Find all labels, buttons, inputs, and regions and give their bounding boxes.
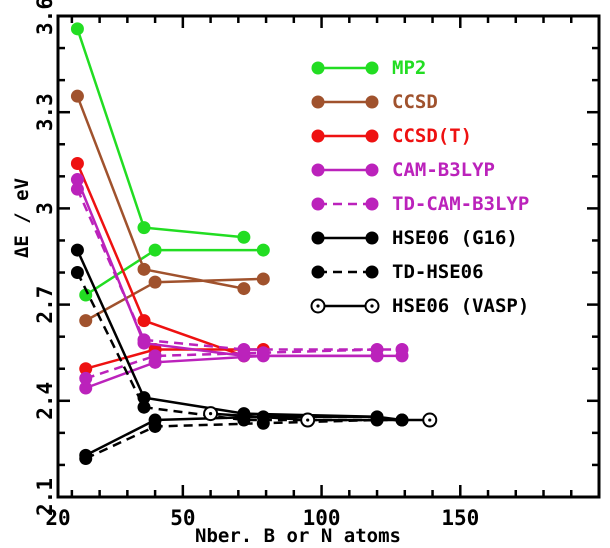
data-point bbox=[79, 452, 93, 466]
series-td-cam-b3lyp bbox=[70, 182, 409, 385]
legend-item: CAM-B3LYP bbox=[311, 159, 495, 181]
data-point bbox=[70, 243, 84, 257]
legend-item: HSE06 (VASP) bbox=[310, 295, 529, 317]
legend-marker bbox=[311, 231, 325, 245]
series-line bbox=[85, 277, 264, 322]
x-tick-label: 100 bbox=[303, 506, 341, 530]
legend-label: CAM-B3LYP bbox=[392, 159, 495, 181]
data-point-center bbox=[428, 418, 432, 422]
tick-labels: 20 50 100 150 2.1 2.4 2.7 3 3.3 3.6 bbox=[33, 0, 479, 530]
y-tick-label: 3.3 bbox=[33, 93, 57, 131]
legend-item: TD-HSE06 bbox=[311, 261, 484, 283]
y-tick-label: 2.1 bbox=[33, 478, 57, 516]
data-point-center bbox=[208, 412, 213, 416]
legend-marker bbox=[311, 61, 325, 75]
axis-ticks bbox=[58, 16, 599, 497]
legend-marker bbox=[365, 95, 379, 109]
data-point bbox=[79, 362, 93, 376]
series-layer bbox=[70, 22, 438, 466]
y-tick-label: 2.4 bbox=[33, 382, 57, 420]
legend-item: HSE06 (G16) bbox=[311, 227, 518, 249]
legend-label: CCSD(T) bbox=[392, 125, 472, 147]
data-point bbox=[237, 282, 251, 296]
legend-label: MP2 bbox=[392, 57, 426, 79]
data-point bbox=[148, 243, 162, 257]
x-tick-label: 150 bbox=[441, 506, 479, 530]
series-ccsd bbox=[70, 89, 270, 328]
x-axis-title: Nber. B or N atoms bbox=[195, 525, 401, 547]
legend-marker bbox=[365, 61, 379, 75]
series-line bbox=[76, 95, 245, 290]
y-tick-label: 3 bbox=[33, 202, 57, 215]
legend-marker bbox=[365, 129, 379, 143]
data-point bbox=[137, 400, 151, 414]
legend-marker bbox=[365, 265, 379, 279]
legend-item: CCSD(T) bbox=[311, 125, 472, 147]
data-point bbox=[256, 272, 270, 286]
data-point bbox=[79, 371, 93, 385]
data-point bbox=[79, 381, 93, 395]
data-point-center bbox=[306, 418, 310, 422]
data-point bbox=[70, 89, 84, 103]
series-ccsd-t- bbox=[70, 157, 270, 376]
legend-marker bbox=[311, 265, 325, 279]
legend-marker bbox=[311, 129, 325, 143]
legend-label: HSE06 (VASP) bbox=[392, 295, 529, 317]
y-tick-label: 3.6 bbox=[33, 0, 57, 35]
data-point bbox=[148, 419, 162, 433]
data-point bbox=[148, 349, 162, 363]
legend-marker-center bbox=[316, 304, 320, 308]
data-point bbox=[256, 416, 270, 430]
legend-marker bbox=[311, 95, 325, 109]
data-point bbox=[70, 266, 84, 280]
data-point bbox=[237, 342, 251, 356]
data-point bbox=[137, 262, 151, 276]
legend-marker bbox=[365, 231, 379, 245]
data-point bbox=[237, 230, 251, 244]
legend-marker-center bbox=[370, 304, 374, 308]
series-line bbox=[76, 163, 245, 358]
data-point bbox=[148, 275, 162, 289]
legend-marker bbox=[365, 163, 379, 177]
data-point bbox=[137, 333, 151, 347]
legend-item: TD-CAM-B3LYP bbox=[311, 193, 529, 215]
data-point bbox=[79, 288, 93, 302]
data-point bbox=[70, 173, 84, 187]
data-point bbox=[256, 243, 270, 257]
x-tick-label: 20 bbox=[45, 506, 70, 530]
data-point bbox=[137, 221, 151, 235]
data-point bbox=[395, 342, 409, 356]
y-axis-title: ΔE / eV bbox=[11, 178, 33, 258]
series-line bbox=[76, 188, 378, 351]
legend-item: MP2 bbox=[311, 57, 426, 79]
legend-label: HSE06 (G16) bbox=[392, 227, 518, 249]
legend-label: TD-CAM-B3LYP bbox=[392, 193, 529, 215]
data-point bbox=[137, 314, 151, 328]
series-line bbox=[76, 271, 378, 422]
series-line bbox=[76, 249, 378, 419]
data-point bbox=[70, 182, 84, 196]
data-point bbox=[370, 342, 384, 356]
legend-marker bbox=[311, 197, 325, 211]
data-point bbox=[256, 346, 270, 360]
plot-frame bbox=[56, 14, 601, 499]
data-point bbox=[79, 314, 93, 328]
legend-marker bbox=[365, 197, 379, 211]
series-mp2 bbox=[70, 22, 270, 302]
data-point bbox=[70, 157, 84, 171]
legend-label: TD-HSE06 bbox=[392, 261, 484, 283]
legend: MP2 CCSD CCSD(T) CAM-B3LYP TD-CAM-B3LYP HSE06… bbox=[310, 57, 529, 317]
x-tick-label: 50 bbox=[170, 506, 195, 530]
series-hse06-vasp- bbox=[203, 406, 438, 428]
legend-item: CCSD bbox=[311, 91, 438, 113]
series-line bbox=[76, 28, 245, 239]
y-tick-label: 2.7 bbox=[33, 286, 57, 324]
data-point bbox=[70, 22, 84, 36]
legend-marker bbox=[311, 163, 325, 177]
legend-label: CCSD bbox=[392, 91, 438, 113]
